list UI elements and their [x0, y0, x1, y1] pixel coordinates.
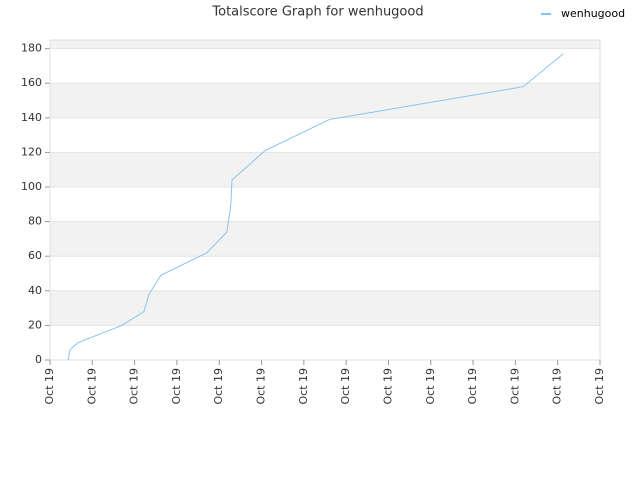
x-tick-label: Oct 19	[255, 368, 268, 405]
y-tick-label: 20	[28, 318, 42, 331]
x-tick-label: Oct 19	[43, 368, 56, 405]
series-line	[67, 53, 564, 361]
x-tick-label: Oct 19	[297, 368, 310, 405]
x-tick-label: Oct 19	[508, 368, 521, 405]
x-tick-label: Oct 19	[212, 368, 225, 405]
x-tick-label: Oct 19	[466, 368, 479, 405]
y-tick-label: 60	[28, 249, 42, 262]
x-tick-label: Oct 19	[424, 368, 437, 405]
y-tick-label: 120	[21, 145, 42, 158]
y-tick-label: 0	[35, 353, 42, 366]
x-tick-label: Oct 19	[551, 368, 564, 405]
y-tick-label: 180	[21, 42, 42, 55]
chart-title: Totalscore Graph for wenhugood	[211, 5, 423, 20]
x-tick-label: Oct 19	[339, 368, 352, 405]
y-tick-label: 40	[28, 284, 42, 297]
grid-band	[50, 40, 600, 49]
x-tick-label: Oct 19	[170, 368, 183, 405]
y-tick-label: 80	[28, 215, 42, 228]
x-tick-label: Oct 19	[128, 368, 141, 405]
grid-band	[50, 290, 600, 326]
x-tick-label: Oct 19	[593, 368, 606, 405]
x-tick-label: Oct 19	[381, 368, 394, 405]
legend-label: wenhugood	[561, 7, 625, 20]
x-tick-label: Oct 19	[85, 368, 98, 405]
grid-band	[50, 221, 600, 257]
y-tick-label: 140	[21, 111, 42, 124]
y-tick-label: 100	[21, 180, 42, 193]
y-tick-label: 160	[21, 76, 42, 89]
grid-band	[50, 152, 600, 188]
grid-band	[50, 83, 600, 118]
plot-border	[49, 39, 601, 361]
